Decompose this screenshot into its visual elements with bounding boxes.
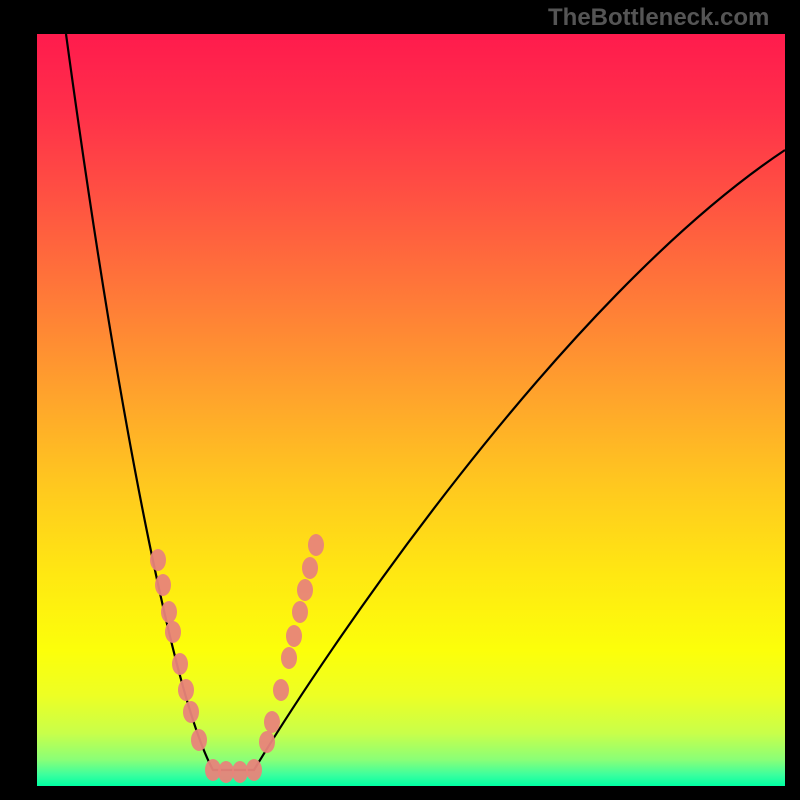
data-marker: [259, 731, 275, 753]
data-marker: [273, 679, 289, 701]
watermark-text: TheBottleneck.com: [548, 4, 769, 32]
data-marker: [218, 761, 234, 783]
data-marker: [232, 761, 248, 783]
data-marker: [155, 574, 171, 596]
data-marker: [172, 653, 188, 675]
data-marker: [286, 625, 302, 647]
data-marker: [161, 601, 177, 623]
data-marker: [281, 647, 297, 669]
plot-gradient-background: [37, 34, 785, 786]
data-marker: [292, 601, 308, 623]
data-marker: [150, 549, 166, 571]
data-marker: [302, 557, 318, 579]
data-marker: [178, 679, 194, 701]
data-marker: [264, 711, 280, 733]
data-marker: [308, 534, 324, 556]
data-marker: [183, 701, 199, 723]
data-marker: [297, 579, 313, 601]
data-marker: [165, 621, 181, 643]
data-marker: [246, 759, 262, 781]
data-marker: [191, 729, 207, 751]
